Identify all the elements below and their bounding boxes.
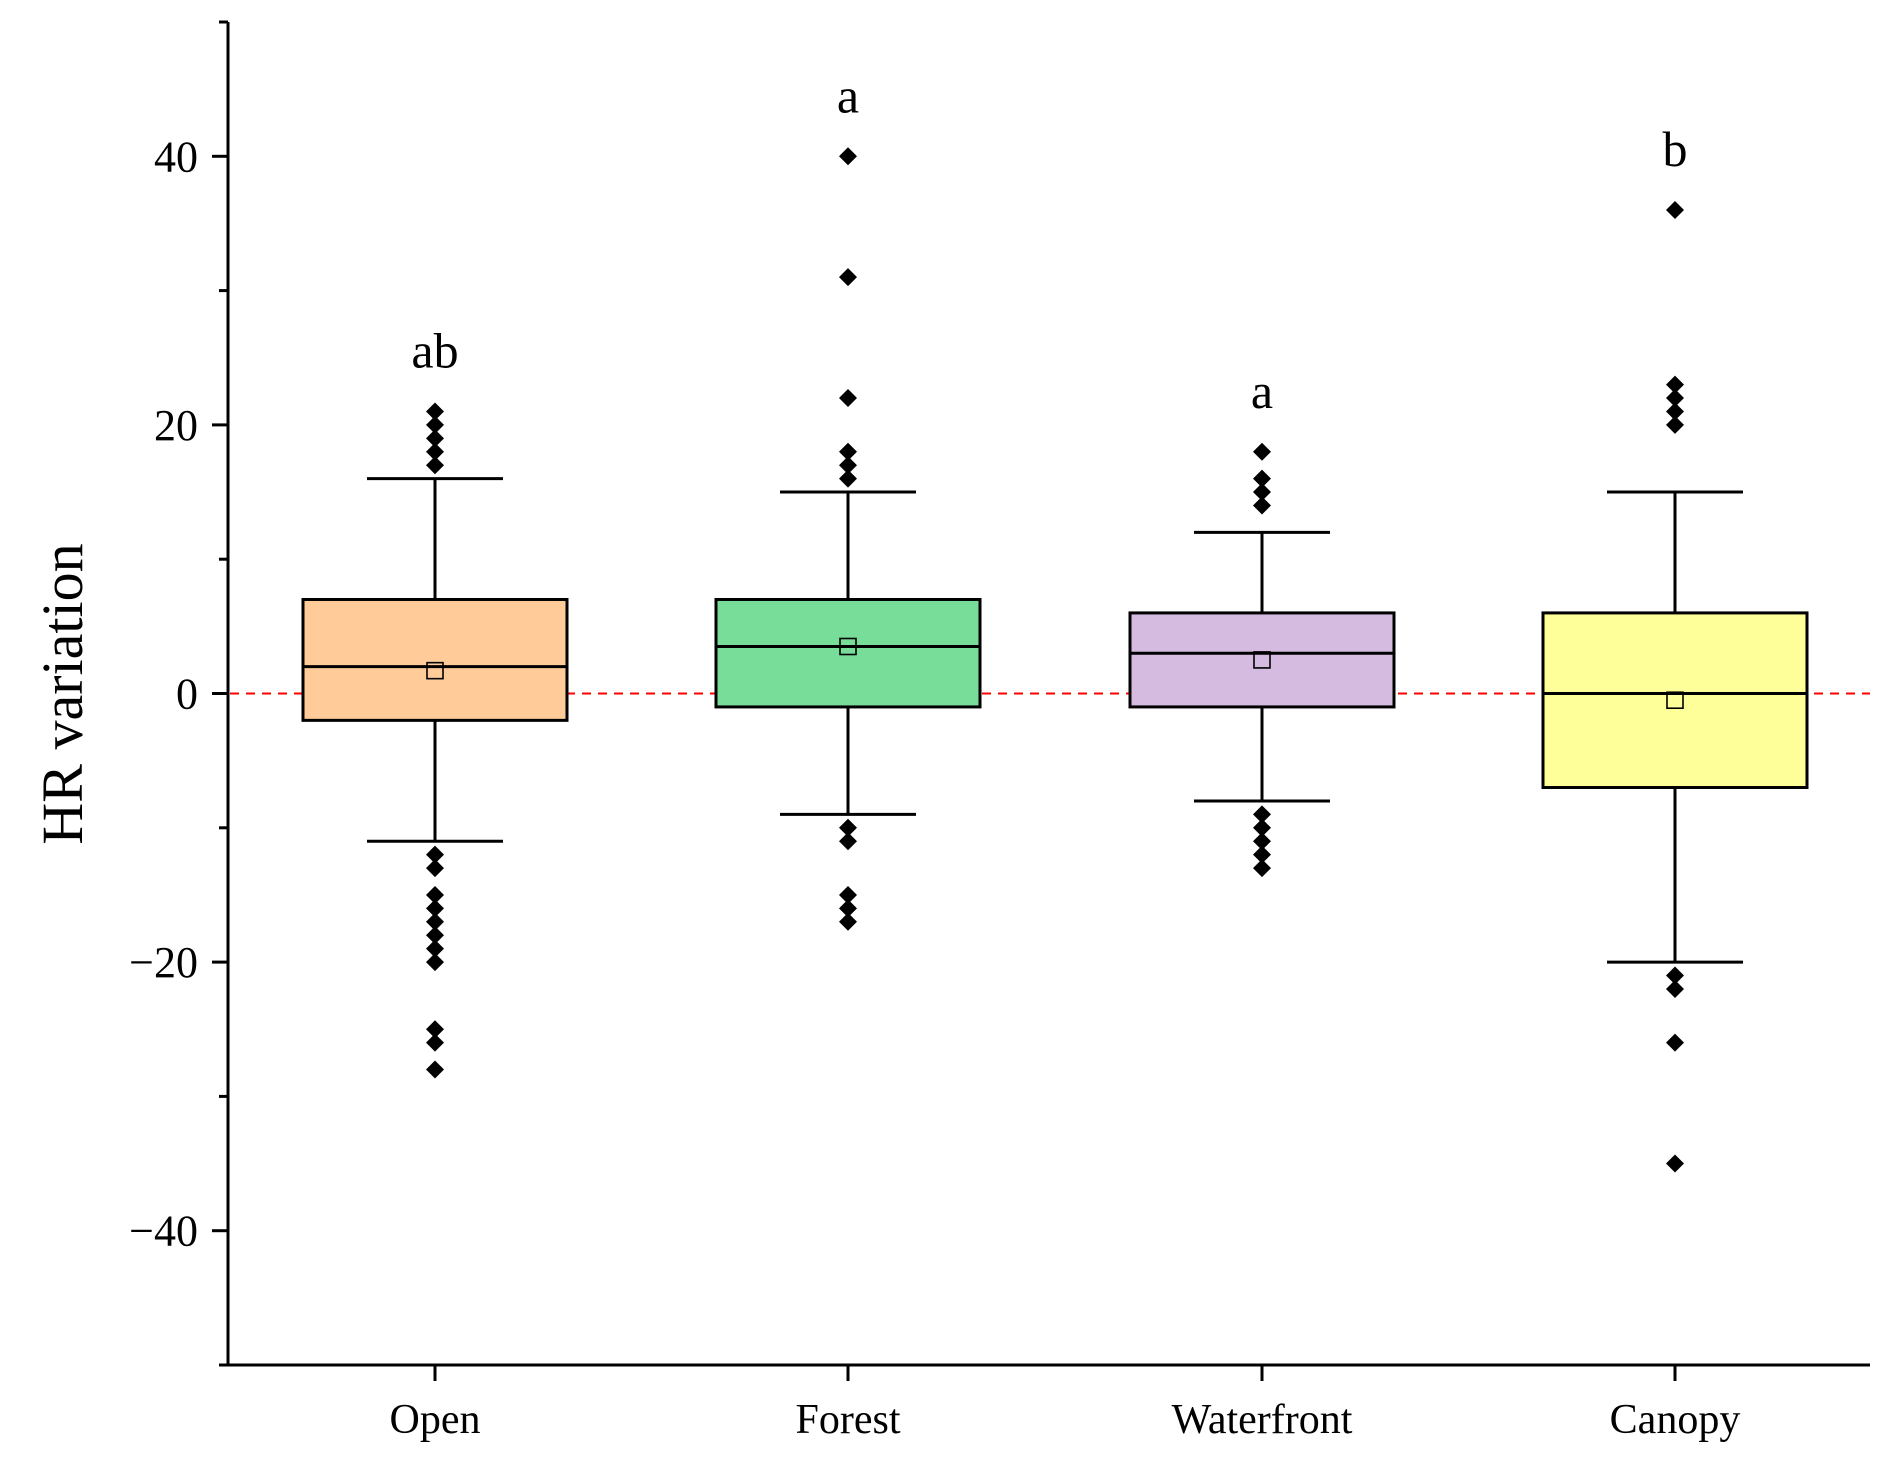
outlier-point-open: [426, 1033, 444, 1052]
significance-letter-waterfront: a: [1251, 363, 1273, 419]
outlier-point-open: [426, 912, 444, 931]
y-tick-label: 40: [154, 132, 198, 181]
outlier-point-waterfront: [1253, 818, 1271, 837]
mean-marker-open: [426, 661, 444, 680]
y-tick-label: 20: [154, 401, 198, 450]
outlier-point-canopy: [1666, 979, 1684, 998]
outlier-point-forest: [839, 912, 857, 931]
outlier-point-open: [426, 953, 444, 972]
box-canopy: [1541, 611, 1809, 790]
outlier-point-forest: [839, 818, 857, 837]
outlier-point-canopy: [1666, 375, 1684, 394]
x-tick-label: Canopy: [1610, 1397, 1741, 1443]
outlier-point-canopy: [1666, 1033, 1684, 1052]
outlier-point-forest: [839, 899, 857, 918]
outlier-point-forest: [839, 456, 857, 475]
outlier-point-open: [426, 442, 444, 461]
outlier-point-waterfront: [1253, 859, 1271, 878]
outlier-point-forest: [839, 885, 857, 904]
outlier-point-waterfront: [1253, 805, 1271, 824]
outlier-point-waterfront: [1253, 442, 1271, 461]
x-tick-label: Forest: [796, 1397, 901, 1443]
outlier-point-open: [426, 1060, 444, 1079]
x-tick-label: Waterfront: [1172, 1397, 1353, 1443]
x-tick-label: Open: [390, 1397, 481, 1443]
box-waterfront: [1128, 611, 1396, 709]
outlier-point-forest: [839, 268, 857, 287]
y-tick-label: 0: [176, 670, 198, 719]
y-tick-label: −40: [129, 1207, 198, 1256]
outlier-point-open: [426, 429, 444, 448]
y-tick-label: −20: [129, 938, 198, 987]
outlier-point-canopy: [1666, 1154, 1684, 1173]
outlier-point-canopy: [1666, 415, 1684, 434]
y-axis-label: HR variation: [30, 543, 95, 844]
outlier-point-open: [426, 456, 444, 475]
mean-marker-forest: [839, 637, 857, 656]
outlier-point-waterfront: [1253, 496, 1271, 515]
outlier-point-waterfront: [1253, 845, 1271, 864]
outlier-point-open: [426, 899, 444, 918]
outlier-point-canopy: [1666, 389, 1684, 408]
significance-letter-canopy: b: [1663, 121, 1688, 177]
outlier-point-waterfront: [1253, 832, 1271, 851]
outlier-point-open: [426, 926, 444, 945]
outlier-point-open: [426, 402, 444, 421]
outlier-point-open: [426, 845, 444, 864]
outlier-point-open: [426, 415, 444, 434]
outlier-point-open: [426, 885, 444, 904]
mean-marker-waterfront: [1253, 651, 1271, 669]
outlier-point-forest: [839, 389, 857, 408]
outlier-point-canopy: [1666, 402, 1684, 421]
significance-letter-forest: a: [837, 67, 859, 123]
outlier-point-forest: [839, 442, 857, 461]
outlier-point-canopy: [1666, 966, 1684, 985]
outlier-point-forest: [839, 147, 857, 166]
mean-marker-canopy: [1666, 691, 1684, 710]
significance-letter-open: ab: [411, 322, 458, 378]
outlier-point-waterfront: [1253, 469, 1271, 488]
outlier-point-canopy: [1666, 201, 1684, 220]
box-forest: [714, 597, 982, 709]
outlier-point-open: [426, 859, 444, 878]
outlier-point-forest: [839, 469, 857, 488]
outlier-point-forest: [839, 832, 857, 851]
outlier-point-open: [426, 1020, 444, 1039]
outlier-point-open: [426, 939, 444, 958]
outlier-point-waterfront: [1253, 483, 1271, 502]
box-open: [301, 597, 569, 722]
